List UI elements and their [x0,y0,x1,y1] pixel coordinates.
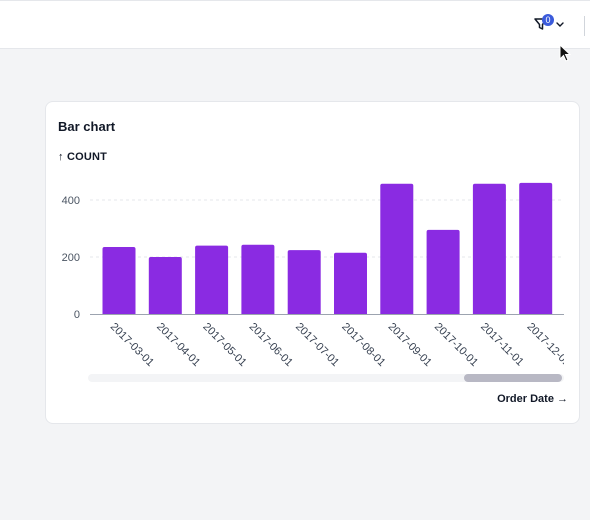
bar-9 [519,182,553,314]
toolbar-divider [584,16,585,36]
chevron-down-icon [556,22,564,27]
y-axis-label: ↑ COUNT [58,151,108,163]
bar-7 [426,229,460,314]
bar-6 [380,183,414,314]
bar-2 [195,245,229,314]
x-tick-label-3: 2017-06-01 [247,321,295,369]
y-tick-label-1: 200 [62,252,80,264]
x-tick-labels: 2017-03-012017-04-012017-05-012017-06-01… [108,321,572,369]
y-tick-label-0: 0 [74,309,80,321]
x-tick-label-0: 2017-03-01 [108,321,156,369]
x-tick-label-8: 2017-11-01 [478,321,526,369]
x-tick-label-6: 2017-09-01 [386,321,434,369]
chart-scrollbar-track[interactable] [88,374,564,382]
bar-8 [472,183,506,314]
x-tick-label-1: 2017-04-01 [154,321,202,369]
chart-scrollbar-thumb[interactable] [464,374,562,382]
mouse-cursor-icon [559,44,572,62]
chart-title: Bar chart [58,119,116,134]
x-tick-label-4: 2017-07-01 [293,321,341,369]
top-toolbar: 0 [0,0,590,49]
x-tick-label-9: 2017-12-01 [524,321,572,369]
filter-button[interactable]: 0 [533,14,567,38]
bar-chart-card: Bar chart ↑ COUNT 0 200 400 2017-03-01 2017-… [45,101,580,424]
bar-5 [334,252,367,314]
bar-4 [287,250,321,314]
x-tick-label-5: 2017-08-01 [339,321,387,369]
x-axis-label: Order Date → [497,393,568,405]
y-tick-label-2: 400 [62,195,80,207]
bar-chart: 02004002017-03-012017-04-012017-05-01201… [62,182,572,369]
bar-1 [148,257,182,314]
bar-0 [102,247,136,314]
x-tick-label-7: 2017-10-01 [432,321,480,369]
filter-count-badge: 0 [542,14,554,26]
bar-3 [241,244,275,314]
x-tick-label-2: 2017-05-01 [200,321,248,369]
